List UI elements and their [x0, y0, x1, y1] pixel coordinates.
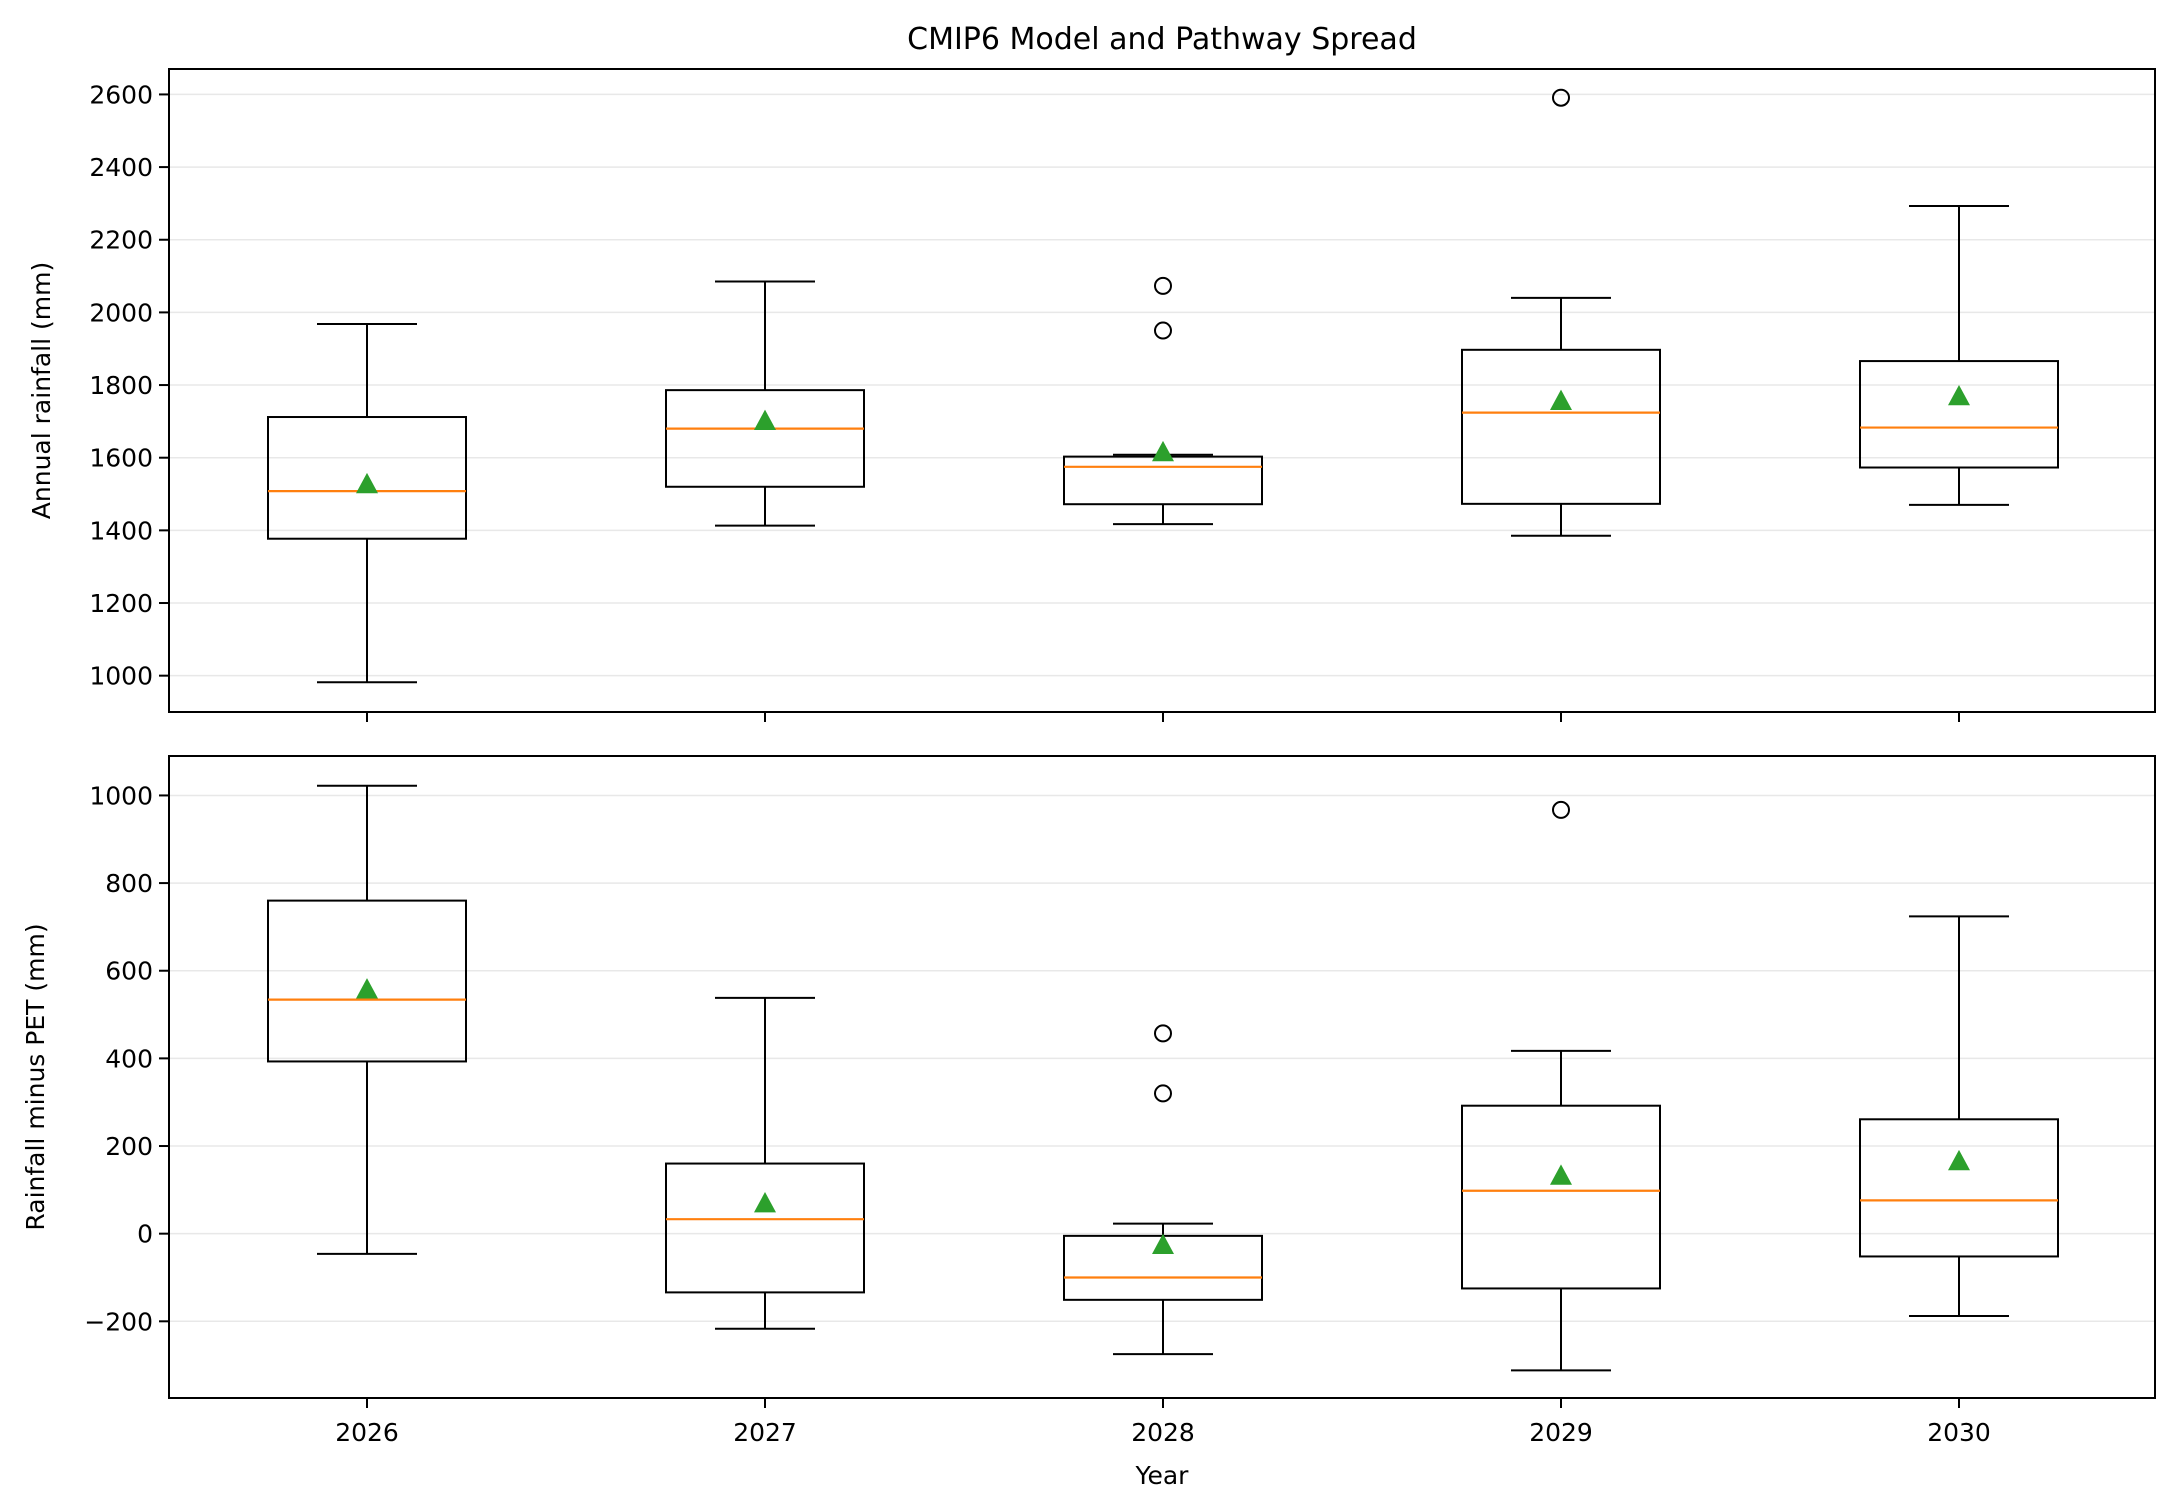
mean-marker — [356, 978, 378, 999]
y-tick-label: 600 — [105, 957, 153, 986]
mean-marker — [754, 1191, 776, 1213]
y-tick-label: 1600 — [89, 444, 153, 473]
y-tick-label: 800 — [105, 869, 153, 898]
box-iqr — [1063, 455, 1263, 506]
y-tick-label: 2200 — [89, 226, 153, 255]
mean-marker — [1152, 440, 1174, 462]
outlier-point — [1154, 276, 1172, 295]
box-group — [665, 996, 865, 1330]
x-axis-label: Year — [1135, 1461, 1190, 1490]
y-tick-label: 0 — [137, 1220, 153, 1249]
y-tick-label: 1800 — [89, 371, 153, 400]
outlier-point — [1552, 88, 1570, 107]
outlier-point — [1552, 800, 1570, 819]
box-iqr — [1461, 348, 1661, 505]
y-tick-label: 1400 — [89, 516, 153, 545]
box-iqr — [1859, 360, 2059, 469]
y-tick-label: 200 — [105, 1132, 153, 1161]
box-group — [267, 784, 467, 1255]
x-tick-label: 2030 — [1927, 1418, 1991, 1447]
mean-marker — [1550, 1164, 1572, 1185]
box-group — [267, 323, 467, 684]
box-iqr — [665, 1162, 865, 1294]
y-tick-label: 2000 — [89, 298, 153, 327]
y-tick-label: 1000 — [89, 781, 153, 810]
box-iqr — [1461, 1104, 1661, 1290]
y-tick-label: 1000 — [89, 662, 153, 691]
plot-frame — [168, 68, 2156, 713]
box-group — [1461, 88, 1661, 537]
box-group — [1859, 204, 2059, 506]
panel-rainfall-minus-pet: −200 0 200 400 600 800 1000 2026 2027 2028 2029 203… — [21, 755, 2156, 1447]
chart-title: CMIP6 Model and Pathway Spread — [907, 22, 1417, 57]
x-tick-label: 2028 — [1131, 1418, 1195, 1447]
x-tick-label: 2029 — [1529, 1418, 1593, 1447]
outlier-point — [1154, 321, 1172, 340]
x-tick-label: 2026 — [335, 1418, 399, 1447]
y-tick-label: 400 — [105, 1044, 153, 1073]
box-group — [665, 280, 865, 527]
mean-marker — [1948, 384, 1970, 406]
outlier-point — [1154, 1024, 1172, 1043]
y-tick-label: 2400 — [89, 153, 153, 182]
mean-marker — [1550, 389, 1572, 411]
x-tick-label: 2027 — [733, 1418, 797, 1447]
y-tick-label: 2600 — [89, 80, 153, 109]
box-group — [1063, 1024, 1263, 1356]
box-iqr — [665, 389, 865, 488]
mean-marker — [1948, 1149, 1970, 1171]
box-iqr — [1859, 1118, 2059, 1258]
box-group — [1063, 276, 1263, 526]
box-group — [1859, 915, 2059, 1318]
y-tick-label: 1200 — [89, 589, 153, 618]
y-axis-label: Annual rainfall (mm) — [27, 262, 56, 519]
box-iqr — [267, 899, 467, 1063]
panel-annual-rainfall: 1000 1200 1400 1600 1800 2000 2200 2400 2600 Annu… — [27, 68, 2156, 722]
mean-marker — [1152, 1233, 1174, 1254]
box-group — [1461, 800, 1661, 1372]
box-iqr — [267, 416, 467, 540]
y-axis-label: Rainfall minus PET (mm) — [21, 923, 50, 1230]
mean-marker — [754, 409, 776, 431]
outlier-point — [1154, 1084, 1172, 1103]
mean-marker — [356, 472, 378, 494]
y-tick-label: −200 — [84, 1307, 153, 1336]
